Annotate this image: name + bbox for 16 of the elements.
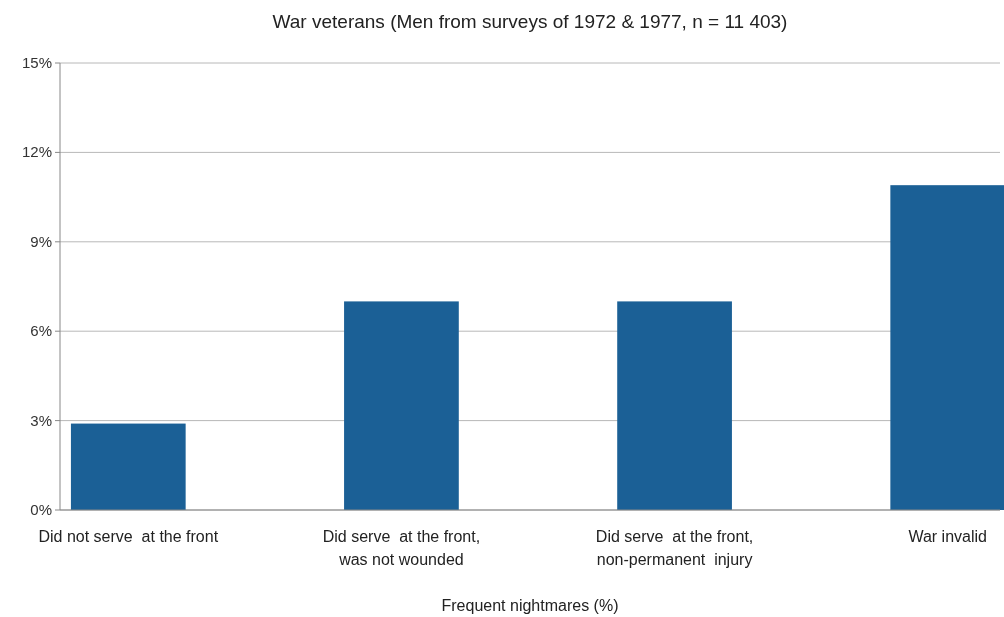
y-tick-label: 15% [21,54,52,71]
x-tick-label: Did serve at the front, non-permanent injury [595,528,754,568]
chart-title: War veterans (Men from surveys of 1972 & 1977, n = 11 403) [272,11,788,32]
y-tick-label: 9% [30,232,52,250]
y-tick-label: 0% [30,501,52,518]
bar [617,301,732,510]
y-tick-label: 3% [30,411,52,429]
y-tick-label: 6% [30,322,52,340]
bar [70,423,186,510]
x-tick-label: War invalid [908,528,987,545]
x-tick-label: Did not serve at the front [38,528,219,545]
x-tick-label: Did serve at the front, was not wounded [322,528,481,568]
x-axis-title: Frequent nightmares (%) [441,597,619,614]
y-tick-label: 12% [21,143,52,161]
bar [890,185,1004,510]
bar [344,301,459,510]
